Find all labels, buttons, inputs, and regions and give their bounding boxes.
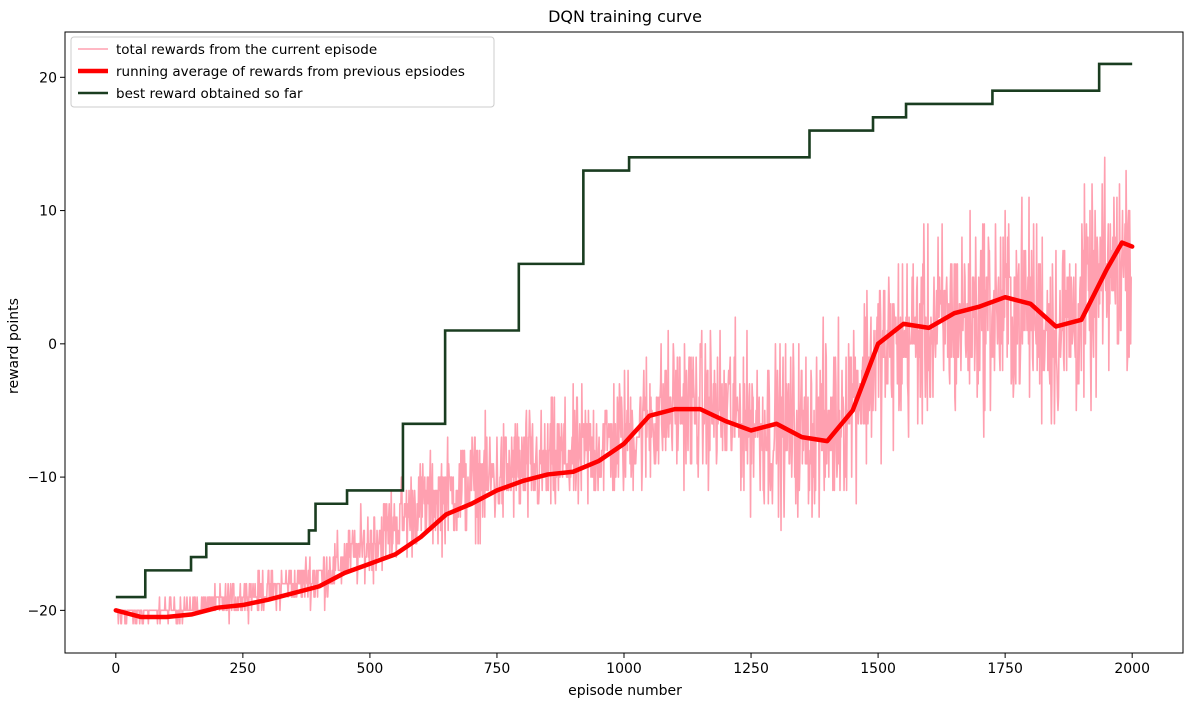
plot-area (64, 31, 1184, 654)
x-tick-label: 0 (111, 661, 120, 677)
y-tick-label: 10 (39, 204, 57, 220)
y-tick-label: 0 (48, 337, 57, 353)
x-axis-label: episode number (568, 683, 682, 699)
x-axis: 0 250 500 750 1000 1250 1500 1750 2000 (111, 653, 1150, 677)
x-tick-label: 500 (357, 661, 384, 677)
x-tick-label: 2000 (1114, 661, 1150, 677)
chart-title: DQN training curve (548, 7, 702, 26)
x-tick-label: 750 (484, 661, 511, 677)
series-running-average-line (113, 240, 1135, 620)
legend-label: total rewards from the current episode (116, 42, 377, 58)
legend-box (70, 36, 495, 108)
y-axis: −20 −10 0 10 20 (27, 70, 65, 619)
series-best-reward-line (115, 62, 1133, 599)
legend-label: running average of rewards from previous… (116, 64, 465, 80)
x-tick-label: 1250 (733, 661, 769, 677)
y-axis-label: reward points (6, 298, 22, 394)
x-tick-label: 1000 (606, 661, 642, 677)
series-episode-rewards-line (115, 156, 1132, 625)
x-tick-label: 1750 (987, 661, 1023, 677)
y-tick-label: −20 (27, 603, 57, 619)
legend-label: best reward obtained so far (116, 86, 303, 102)
y-tick-label: −10 (27, 470, 57, 486)
x-tick-label: 1500 (860, 661, 896, 677)
legend: total rewards from the current episode ru… (70, 36, 495, 108)
x-tick-label: 250 (229, 661, 256, 677)
y-tick-label: 20 (39, 70, 57, 86)
